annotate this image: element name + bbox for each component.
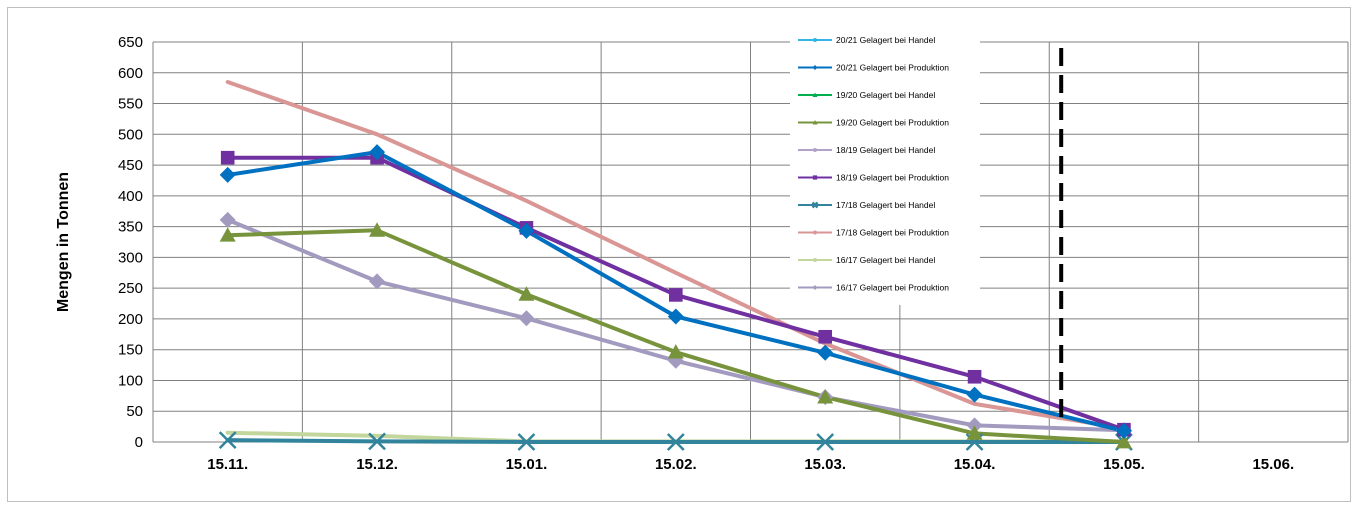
data-point	[518, 222, 535, 239]
y-axis-label: Mengen in Tonnen	[55, 172, 72, 312]
data-point	[368, 432, 386, 451]
y-tick-label: 250	[118, 280, 143, 297]
data-point	[669, 288, 683, 302]
y-tick-label: 400	[118, 188, 143, 205]
legend-entry-label: 19/20 Gelagert bei Produktion	[836, 118, 949, 128]
data-point	[812, 92, 818, 97]
data-point	[219, 227, 236, 242]
y-tick-label: 200	[118, 311, 143, 328]
data-point	[518, 286, 535, 301]
data-point	[812, 65, 818, 70]
data-point-stroke	[811, 201, 819, 209]
legend-entry-label: 18/19 Gelagert bei Handel	[836, 145, 935, 155]
y-tick-label: 500	[118, 126, 143, 143]
data-point	[818, 329, 832, 344]
series-markers	[218, 144, 1133, 451]
data-point	[517, 433, 536, 451]
data-point-stroke	[816, 433, 835, 451]
series-lines	[225, 80, 1126, 444]
x-tick-label: 15.03.	[804, 456, 846, 473]
y-tick-label: 550	[118, 96, 143, 113]
legend-entry-label: 20/21 Gelagert bei Handel	[836, 35, 935, 45]
gridlines	[152, 41, 1349, 443]
y-tick-label: 300	[118, 249, 143, 266]
series-line	[225, 80, 1126, 431]
data-point	[812, 175, 818, 180]
data-point	[967, 369, 982, 384]
y-tick-label: 450	[118, 157, 143, 174]
x-tick-label: 15.05.	[1103, 456, 1145, 473]
data-point	[369, 222, 386, 237]
data-point-stroke	[517, 433, 536, 451]
legend-entry-label: 16/17 Gelagert bei Handel	[836, 255, 935, 265]
y-tick-label: 350	[118, 219, 143, 236]
y-tick-label: 100	[118, 372, 143, 389]
legend-entry-label: 17/18 Gelagert bei Handel	[836, 200, 935, 210]
series-line	[225, 228, 1126, 444]
data-point-stroke	[368, 432, 386, 451]
data-point	[219, 211, 236, 228]
y-tick-label: 600	[118, 65, 143, 82]
legend-entry-label: 19/20 Gelagert bei Handel	[836, 90, 935, 100]
y-tick-label: 650	[118, 34, 143, 51]
x-tick-label: 15.04.	[954, 456, 996, 473]
data-point	[219, 166, 236, 183]
data-point	[218, 431, 237, 450]
data-point	[518, 310, 535, 327]
x-tick-label: 15.02.	[655, 456, 697, 473]
data-point	[1115, 434, 1132, 449]
legend: 20/21 Gelagert bei Handel 20/21 Gelagert …	[790, 28, 980, 305]
data-point	[369, 273, 386, 290]
data-point	[816, 433, 835, 451]
x-axis-ticks: 15.11. 15.12. 15.01. 15.02. 15.03. 15.04. 15.0…	[207, 456, 1294, 473]
chart-frame: 0 50 100 150 200 250 300 350 400 450 500 550 600 650 …	[7, 7, 1351, 502]
legend-entry-label: 20/21 Gelagert bei Produktion	[836, 63, 949, 73]
data-point	[813, 38, 817, 42]
legend-entry-label: 18/19 Gelagert bei Produktion	[836, 173, 949, 183]
data-point	[817, 344, 834, 361]
line-chart: 050100150200250300350400450500550600650 …	[55, 28, 1349, 473]
data-point	[813, 258, 817, 262]
legend-entry-label: 16/17 Gelagert bei Produktion	[836, 283, 949, 293]
y-tick-label: 150	[118, 342, 143, 359]
x-tick-label: 15.06.	[1252, 456, 1294, 473]
data-point	[667, 344, 684, 359]
x-tick-label: 15.12.	[356, 456, 398, 473]
x-tick-label: 15.11.	[207, 456, 248, 473]
data-point-stroke	[218, 431, 237, 450]
data-point-stroke	[666, 433, 685, 451]
data-point	[369, 144, 386, 161]
data-point	[666, 433, 685, 451]
data-point	[1115, 422, 1132, 439]
data-point	[812, 285, 818, 290]
data-point	[667, 308, 684, 325]
data-point	[966, 425, 983, 440]
x-tick-label: 15.01.	[506, 456, 548, 473]
y-tick-label: 0	[135, 434, 143, 451]
legend-background	[790, 28, 980, 305]
legend-entry-label: 17/18 Gelagert bei Produktion	[836, 228, 949, 238]
data-point	[813, 230, 817, 235]
data-point	[811, 201, 819, 209]
y-tick-label: 50	[126, 403, 143, 420]
data-point	[812, 120, 818, 125]
data-point	[966, 386, 983, 403]
data-point	[220, 150, 235, 165]
y-axis-ticks: 0 50 100 150 200 250 300 350 400 450 500 550 600 650	[118, 34, 143, 451]
data-point	[817, 389, 834, 404]
data-point	[813, 148, 817, 152]
